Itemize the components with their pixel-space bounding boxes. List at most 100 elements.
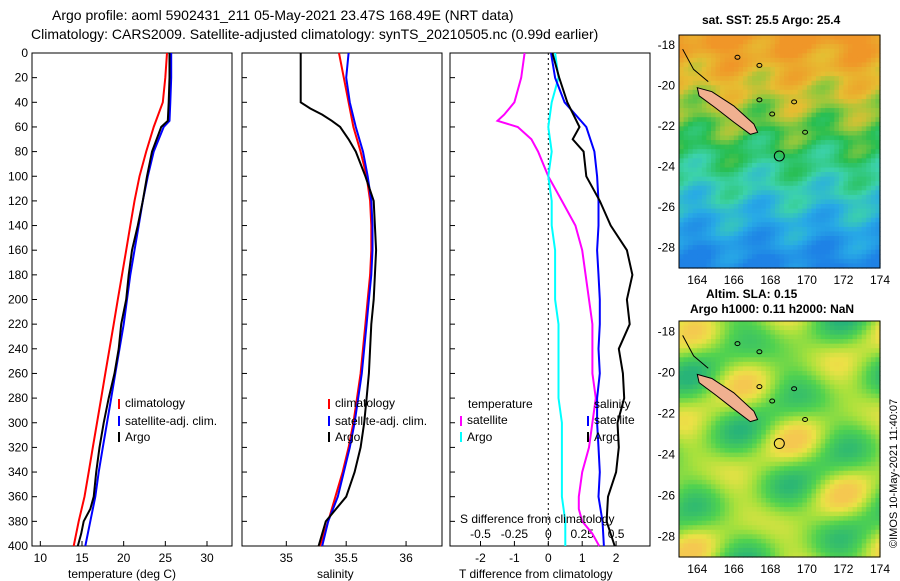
sla-map-lon-label: 172: [833, 562, 853, 576]
sla-map-lon-label: 174: [870, 562, 890, 576]
y-tick-label: 220: [8, 317, 28, 331]
s-diff-tick-label: 0.25: [571, 527, 595, 541]
y-tick-label: 80: [15, 145, 29, 159]
diff-legend-temp-title: temperature: [468, 397, 533, 411]
sst-map-islet: [791, 99, 798, 105]
sst-map-lat-label: -24: [658, 160, 676, 174]
y-tick-label: 240: [8, 342, 28, 356]
temperature-x-tick-label: 20: [117, 551, 131, 565]
differences-x-tick-label: 1: [579, 551, 586, 565]
sla-map-lon-label: 168: [760, 562, 780, 576]
diff-legend-sal-title: salinity: [594, 397, 631, 411]
differences-series-t-satellite: [495, 52, 601, 547]
sst-map-lon-label: 174: [870, 273, 890, 287]
sla-map-islet: [769, 398, 776, 404]
sla-map-lat-label: -20: [658, 365, 676, 379]
temperature-series-satellite: [84, 53, 173, 547]
sla-map-lat-label: -28: [658, 529, 676, 543]
temp-legend-sat: satellite-adj. clim.: [125, 414, 218, 428]
temperature-series-climatology: [72, 52, 168, 547]
temperature-x-tick-label: 30: [200, 551, 214, 565]
salinity-series-climatology: [318, 52, 373, 547]
sst-map-title: sat. SST: 25.5 Argo: 25.4: [702, 13, 841, 27]
temp-xlabel: temperature (deg C): [68, 567, 177, 581]
sla-map-island: [696, 373, 759, 423]
sal-xlabel: salinity: [317, 567, 354, 581]
y-tick-label: 300: [8, 416, 28, 430]
temperature-frame: [31, 52, 233, 547]
salinity-series-satellite: [321, 52, 374, 547]
differences-series-t-argo: [547, 52, 567, 546]
differences-x-tick-label: -2: [475, 551, 486, 565]
sal-legend-argo: Argo: [335, 430, 361, 444]
diff-xlabel-top: S difference from climatology: [460, 512, 615, 526]
sla-map-islet: [734, 341, 741, 347]
sst-map-island: [696, 86, 759, 135]
sst-map-lon-label: 170: [797, 273, 817, 287]
salinity-series-argo: [299, 53, 378, 547]
diff-xlabel: T difference from climatology: [459, 567, 613, 581]
sla-map-title-2: Argo h1000: 0.11 h2000: NaN: [690, 302, 855, 316]
imos-credit: ©IMOS 10-May-2021 11:40:07: [888, 398, 900, 548]
s-diff-tick-label: 0: [545, 527, 552, 541]
sla-map-argo-location: [773, 438, 785, 450]
sla-map-lon-label: 166: [724, 562, 744, 576]
y-tick-label: 320: [8, 440, 28, 454]
sla-map-lat-label: -26: [658, 488, 676, 502]
salinity-x-tick-label: 35: [280, 551, 294, 565]
differences-x-tick-label: 2: [613, 551, 620, 565]
sla-map-lat-label: -18: [658, 324, 676, 338]
y-tick-label: 160: [8, 243, 28, 257]
s-diff-tick-label: -0.25: [501, 527, 529, 541]
salinity-x-tick-label: 36: [399, 551, 413, 565]
temp-legend-argo: Argo: [125, 430, 151, 444]
sst-map-lat-label: -18: [658, 38, 676, 52]
sla-map-frame: [678, 320, 881, 558]
differences-series-s-satellite: [550, 52, 605, 547]
temperature-series-argo: [76, 53, 171, 547]
y-tick-label: 280: [8, 391, 28, 405]
sla-map-title-1: Altim. SLA: 0.15: [706, 287, 798, 301]
y-tick-label: 200: [8, 293, 28, 307]
sst-map-lat-label: -22: [658, 119, 676, 133]
differences-frame: [449, 52, 651, 547]
sla-map-reef: [682, 335, 709, 369]
y-tick-label: 400: [8, 539, 28, 553]
sla-map-islet: [756, 349, 763, 355]
sst-map-lon-label: 172: [833, 273, 853, 287]
sst-map-grid: [679, 35, 881, 269]
differences-series-s-argo: [551, 52, 634, 547]
sal-legend-sat: satellite-adj. clim.: [335, 414, 428, 428]
y-tick-label: 340: [8, 465, 28, 479]
sst-map-lat-label: -20: [658, 79, 676, 93]
sst-map-islet: [756, 62, 763, 68]
y-tick-label: 180: [8, 268, 28, 282]
sst-map-lat-label: -28: [658, 241, 676, 255]
sla-map-grid: [679, 321, 881, 558]
y-tick-label: 100: [8, 169, 28, 183]
y-tick-label: 0: [21, 46, 28, 60]
sst-map-frame: [678, 34, 881, 269]
sal-legend-clim: climatology: [335, 396, 396, 410]
diff-legend-sal-sat: satellite: [594, 413, 635, 427]
profile-charts: 0204060801001201401601802002202402602803…: [8, 46, 651, 565]
salinity-x-tick-label: 35.5: [335, 551, 359, 565]
temp-legend-clim: climatology: [125, 396, 186, 410]
sst-map-islet: [769, 111, 776, 117]
diff-legend-temp-sat: satellite: [467, 413, 508, 427]
diff-legend-sal-argo: Argo: [594, 430, 620, 444]
sst-map-islet: [756, 97, 763, 103]
sst-map-lon-label: 166: [724, 273, 744, 287]
title-line-2: Climatology: CARS2009. Satellite-adjuste…: [31, 26, 599, 42]
sst-map-islet: [802, 129, 809, 135]
differences-x-tick-label: 0: [545, 551, 552, 565]
sst-map-lon-label: 168: [760, 273, 780, 287]
sla-map-lon-label: 170: [797, 562, 817, 576]
y-tick-label: 40: [15, 95, 29, 109]
sst-map-islet: [734, 54, 741, 60]
y-tick-label: 120: [8, 194, 28, 208]
sst-map-lat-label: -26: [658, 200, 676, 214]
sst-map-argo-location: [773, 150, 785, 162]
differences-x-tick-label: -1: [509, 551, 520, 565]
s-diff-tick-label: -0.5: [470, 527, 491, 541]
